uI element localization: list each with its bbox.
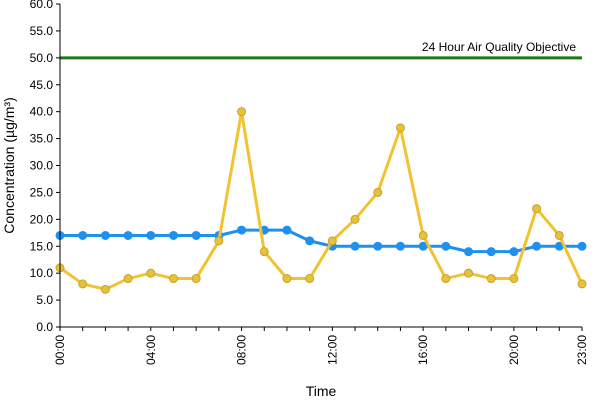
y-tick-label: 0.0 xyxy=(36,320,53,334)
series-2-point xyxy=(350,214,360,224)
series-2-point xyxy=(464,268,474,278)
y-tick-label: 15.0 xyxy=(30,239,54,253)
series-2-point xyxy=(282,274,292,284)
series-2-point xyxy=(373,187,383,197)
series-2-point xyxy=(532,204,542,214)
x-axis-ticks: 00:00 04:00 08:00 12:00 16:00 20:00 23:00 xyxy=(53,327,589,365)
series-2-point xyxy=(418,230,428,240)
objective-label: 24 Hour Air Quality Objective xyxy=(422,40,576,54)
series-1-point xyxy=(123,230,133,240)
series-2-point xyxy=(441,274,451,284)
x-tick-label: 00:00 xyxy=(53,335,67,365)
y-tick-label: 30.0 xyxy=(30,159,54,173)
x-tick-label: 04:00 xyxy=(144,335,158,365)
series-1-point xyxy=(191,230,201,240)
series-1-point xyxy=(532,241,542,251)
x-tick-label: 20:00 xyxy=(507,335,521,365)
x-tick-label: 23:00 xyxy=(575,335,589,365)
y-tick-label: 45.0 xyxy=(30,78,54,92)
y-tick-label: 20.0 xyxy=(30,212,54,226)
series-1-point xyxy=(100,230,110,240)
y-tick-label: 5.0 xyxy=(36,293,53,307)
series-2-point xyxy=(577,279,587,289)
series-1-point xyxy=(350,241,360,251)
series-1-point xyxy=(464,247,474,257)
series-2-point xyxy=(168,274,178,284)
series-2-point xyxy=(78,279,88,289)
series-1-point xyxy=(305,236,315,246)
x-tick-label: 08:00 xyxy=(235,335,249,365)
series-1-point xyxy=(282,225,292,235)
series-2-point xyxy=(146,268,156,278)
x-tick-label: 12:00 xyxy=(325,335,339,365)
series-2-point xyxy=(214,236,224,246)
series-2-point xyxy=(191,274,201,284)
series-2-point xyxy=(123,274,133,284)
y-tick-label: 60.0 xyxy=(30,0,54,11)
x-tick-label: 16:00 xyxy=(416,335,430,365)
series-1-point xyxy=(395,241,405,251)
series-1-point xyxy=(486,247,496,257)
y-tick-label: 10.0 xyxy=(30,266,54,280)
y-tick-label: 25.0 xyxy=(30,185,54,199)
series-1-point xyxy=(146,230,156,240)
x-axis-title: Time xyxy=(306,383,337,399)
series-2-point xyxy=(237,107,247,117)
series-2-point xyxy=(554,230,564,240)
series-2-point xyxy=(509,274,519,284)
series-1-point xyxy=(78,230,88,240)
series-2-point xyxy=(100,284,110,294)
series-1-point xyxy=(441,241,451,251)
y-tick-label: 35.0 xyxy=(30,132,54,146)
series-2-point xyxy=(327,236,337,246)
series-line-2 xyxy=(59,110,584,291)
series-2-point xyxy=(395,123,405,133)
series-2-point xyxy=(259,247,269,257)
series-1-point xyxy=(577,241,587,251)
series-1-point xyxy=(168,230,178,240)
series-line-1 xyxy=(60,228,582,254)
y-tick-label: 50.0 xyxy=(30,51,54,65)
series-1-point xyxy=(237,225,247,235)
series-1-point xyxy=(373,241,383,251)
series-2-point xyxy=(486,274,496,284)
series-2-point xyxy=(305,274,315,284)
y-axis-ticks: 0.0 5.0 10.0 15.0 20.0 25.0 30.0 35.0 40.0 45.0 50… xyxy=(30,0,60,334)
y-axis-title: Concentration (µg/m³) xyxy=(1,97,17,233)
y-tick-label: 40.0 xyxy=(30,105,54,119)
series-1-point xyxy=(509,247,519,257)
y-tick-label: 55.0 xyxy=(30,24,54,38)
series-layer xyxy=(55,107,587,294)
